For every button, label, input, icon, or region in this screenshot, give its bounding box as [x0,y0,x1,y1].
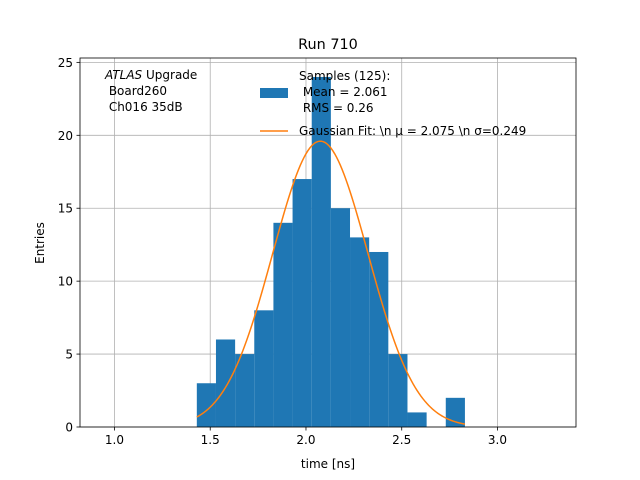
histogram-bar [311,76,331,427]
histogram-bar [407,412,427,427]
histogram-bar [196,383,216,427]
histogram-bar [292,179,312,427]
legend-samples-line2: Mean = 2.061 [299,85,388,99]
y-tick-label: 5 [65,348,73,362]
histogram-bar [369,251,389,427]
histogram-bar [235,354,255,427]
y-axis: 0 5 10 15 20 25 [58,56,80,435]
atlas-italic: ATLAS [104,68,143,82]
x-tick-label: 1.0 [105,433,124,447]
legend-fit-label: Gaussian Fit: \n μ = 2.075 \n σ=0.249 [299,124,526,138]
histogram-bar [445,397,465,427]
y-tick-label: 0 [65,421,73,435]
annotation-line1-rest: Upgrade [142,68,197,82]
gaussian-fit-line [196,140,466,425]
gaussian-fit-curve [196,140,466,425]
legend: Samples (125): Mean = 2.061 RMS = 0.26 G… [260,69,526,138]
chart-title: Run 710 [298,37,358,53]
plot-frame [79,57,577,428]
histogram-bar [388,354,408,427]
y-tick-label: 20 [58,129,73,143]
histogram-bar [215,339,236,427]
histogram-bar [273,222,293,427]
x-tick-label: 2.0 [296,433,315,447]
annotation-line3: Ch016 35dB [105,100,183,114]
x-tick-label: 1.5 [201,433,220,447]
x-tick-label: 2.5 [392,433,411,447]
y-axis-label: Entries [33,222,47,264]
histogram-bar [350,237,370,427]
annotation-line2: Board260 [105,84,167,98]
y-tick-label: 10 [58,275,73,289]
y-tick-label: 15 [58,202,73,216]
atlas-annotation: ATLAS Upgrade Board260 Ch016 35dB [104,68,197,114]
legend-samples-line1: Samples (125): [299,69,390,83]
legend-samples-line3: RMS = 0.26 [299,101,374,115]
x-axis: 1.0 1.5 2.0 2.5 3.0 [105,427,507,447]
x-tick-label: 3.0 [488,433,507,447]
histogram-bar [330,208,351,427]
histogram-bars [196,76,465,427]
svg-text:ATLAS Upgrade: ATLAS Upgrade [104,68,197,82]
histogram-bar [254,310,274,427]
legend-samples-patch [260,88,288,98]
x-axis-label: time [ns] [301,457,355,471]
y-tick-label: 25 [58,56,73,70]
